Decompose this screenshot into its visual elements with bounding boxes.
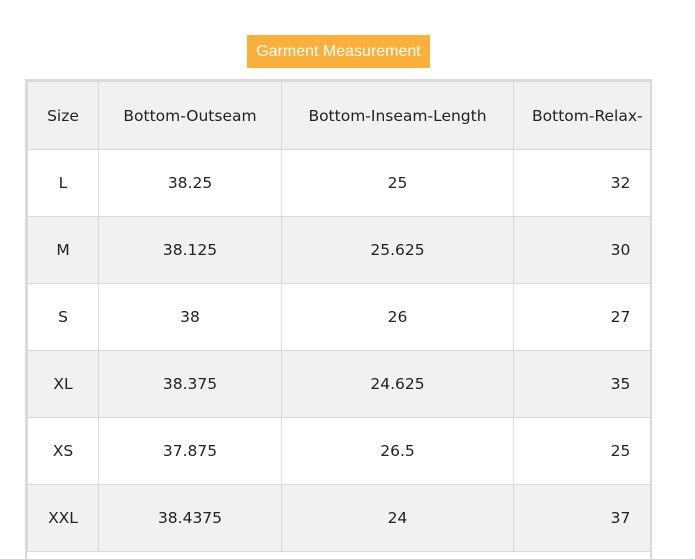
cell-bottom-outseam: 38.375 bbox=[98, 350, 282, 418]
cell-bottom-relax: 37 bbox=[513, 484, 650, 552]
cell-bottom-relax: 32 bbox=[513, 149, 650, 217]
cell-bottom-outseam: 38 bbox=[98, 283, 282, 351]
cell-size: S bbox=[27, 283, 99, 351]
table-row: M 38.125 25.625 30 bbox=[27, 216, 650, 284]
cell-bottom-relax: 25 bbox=[513, 417, 650, 485]
cell-bottom-inseam-length: 25 bbox=[281, 149, 514, 217]
garment-measurement-title: Garment Measurement bbox=[247, 35, 430, 68]
cell-bottom-inseam-length: 26.5 bbox=[281, 417, 514, 485]
header-size: Size bbox=[27, 81, 99, 150]
cell-bottom-outseam: 37.875 bbox=[98, 417, 282, 485]
table-header-row: Size Bottom-Outseam Bottom-Inseam-Length… bbox=[27, 81, 650, 150]
cell-bottom-outseam: 38.4375 bbox=[98, 484, 282, 552]
table-row: S 38 26 27 bbox=[27, 283, 650, 351]
table-row: XL 38.375 24.625 35 bbox=[27, 350, 650, 418]
cell-size: XL bbox=[27, 350, 99, 418]
header-bottom-relax: Bottom-Relax- bbox=[513, 81, 650, 150]
cell-bottom-inseam-length: 26 bbox=[281, 283, 514, 351]
cell-bottom-relax: 35 bbox=[513, 350, 650, 418]
table-row: XS 37.875 26.5 25 bbox=[27, 417, 650, 485]
cell-bottom-outseam: 38.25 bbox=[98, 149, 282, 217]
cell-bottom-inseam-length: 24 bbox=[281, 484, 514, 552]
measurement-table-container[interactable]: Size Bottom-Outseam Bottom-Inseam-Length… bbox=[25, 79, 652, 559]
cell-size: XS bbox=[27, 417, 99, 485]
cell-bottom-inseam-length: 24.625 bbox=[281, 350, 514, 418]
cell-bottom-outseam: 38.125 bbox=[98, 216, 282, 284]
table-row: XXL 38.4375 24 37 bbox=[27, 484, 650, 552]
header-bottom-inseam-length: Bottom-Inseam-Length bbox=[281, 81, 514, 150]
cell-bottom-relax: 30 bbox=[513, 216, 650, 284]
cell-size: L bbox=[27, 149, 99, 217]
cell-size: XXL bbox=[27, 484, 99, 552]
table-row: L 38.25 25 32 bbox=[27, 149, 650, 217]
measurement-table: Size Bottom-Outseam Bottom-Inseam-Length… bbox=[27, 81, 650, 552]
cell-bottom-relax: 27 bbox=[513, 283, 650, 351]
header-bottom-outseam: Bottom-Outseam bbox=[98, 81, 282, 150]
cell-size: M bbox=[27, 216, 99, 284]
cell-bottom-inseam-length: 25.625 bbox=[281, 216, 514, 284]
